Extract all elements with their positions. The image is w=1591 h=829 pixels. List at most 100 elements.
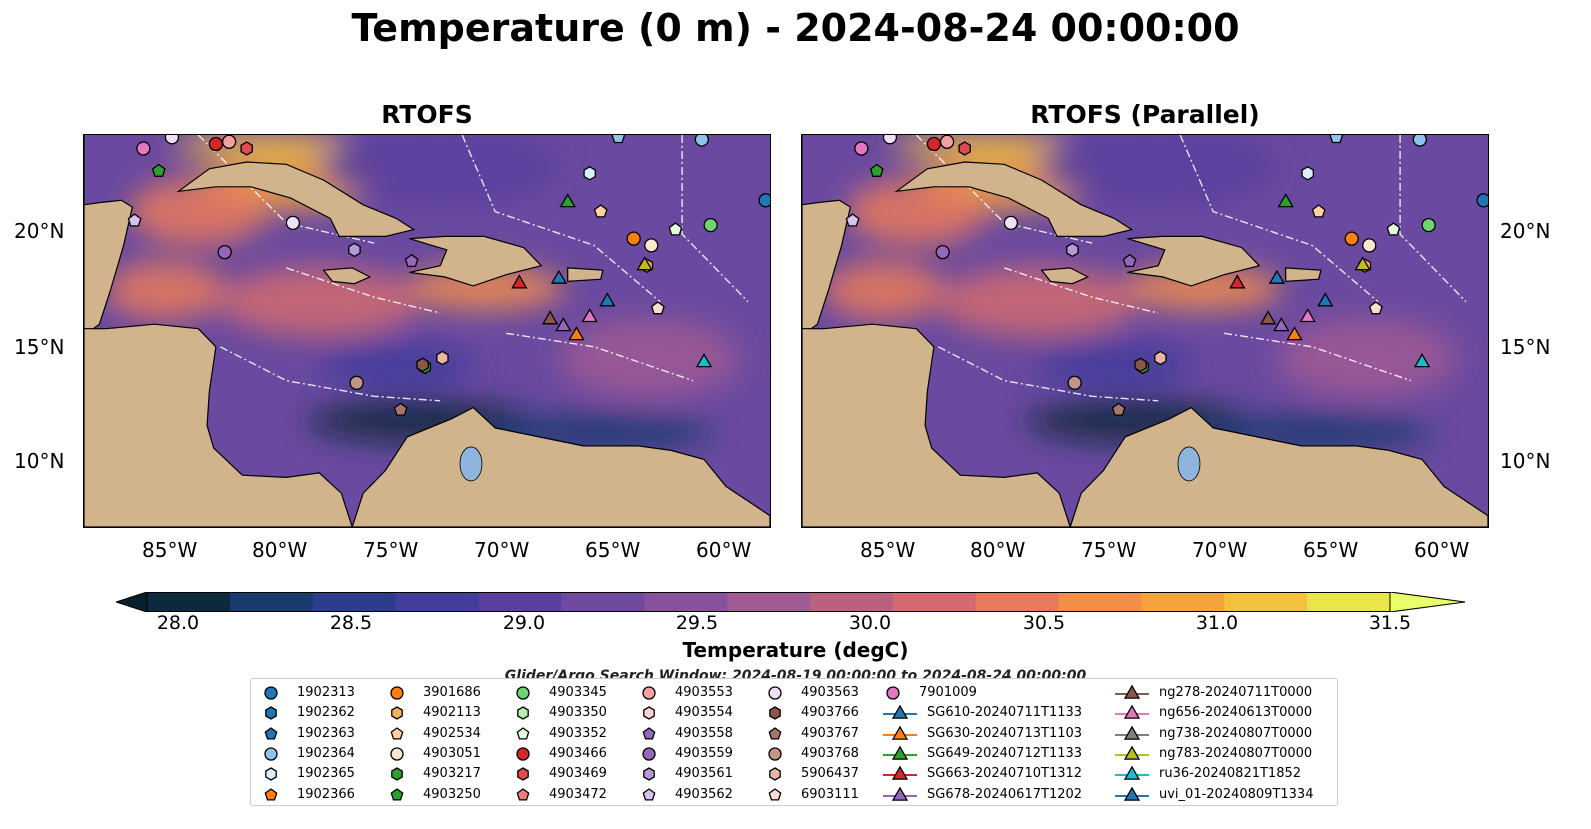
legend-marker-circle-icon: [516, 747, 530, 761]
rtofs-parallel-marker-8[interactable]: [1003, 215, 1019, 231]
rtofs-parallel-marker-13[interactable]: [1154, 350, 1167, 366]
rtofs-parallel-marker-24[interactable]: [1421, 217, 1436, 233]
rtofs-parallel-marker-20[interactable]: [1311, 204, 1326, 218]
legend-marker-circle-icon: [768, 747, 782, 761]
rtofs-marker-36[interactable]: [695, 353, 713, 368]
lat-tick-right-20: 20°N: [1500, 219, 1551, 243]
rtofs-marker-19[interactable]: [758, 193, 770, 208]
rtofs-marker-23[interactable]: [668, 222, 683, 236]
rtofs-parallel-marker-0[interactable]: [854, 141, 869, 156]
panel-title-left: RTOFS: [381, 100, 473, 129]
rtofs-marker-7[interactable]: [217, 244, 232, 260]
rtofs-marker-16[interactable]: [583, 166, 596, 181]
colorbar-tick-30.0: 30.0: [848, 612, 892, 634]
rtofs-marker-1[interactable]: [151, 163, 166, 177]
rtofs-parallel-marker-17[interactable]: [1329, 135, 1344, 144]
eez-boundary-line: [1179, 135, 1379, 303]
rtofs-marker-29[interactable]: [550, 269, 568, 284]
rtofs-marker-12[interactable]: [416, 357, 429, 373]
rtofs-parallel-marker-22[interactable]: [1362, 238, 1377, 253]
rtofs-parallel-marker-7[interactable]: [935, 244, 950, 260]
rtofs-marker-9[interactable]: [348, 242, 361, 258]
rtofs-parallel-marker-35[interactable]: [1286, 326, 1303, 341]
rtofs-marker-3[interactable]: [208, 136, 224, 152]
rtofs-parallel-marker-3[interactable]: [926, 136, 942, 152]
rtofs-marker-26[interactable]: [650, 301, 665, 315]
rtofs-marker-27[interactable]: [559, 193, 576, 208]
rtofs-parallel-marker-5[interactable]: [958, 141, 971, 156]
rtofs-parallel-marker-27[interactable]: [1277, 193, 1294, 208]
panel-title-right: RTOFS (Parallel): [1030, 100, 1260, 129]
colorbar-extend-low: [114, 591, 148, 613]
rtofs-parallel-marker-28[interactable]: [1229, 274, 1246, 289]
rtofs-parallel-marker-33[interactable]: [1259, 310, 1277, 325]
rtofs-marker-30[interactable]: [636, 256, 653, 271]
rtofs-parallel-marker-9[interactable]: [1066, 242, 1079, 258]
rtofs-marker-4[interactable]: [221, 135, 237, 149]
legend-label: 1902362: [297, 705, 355, 721]
rtofs-parallel-marker-10[interactable]: [1122, 253, 1137, 268]
rtofs-marker-28[interactable]: [511, 274, 528, 289]
rtofs-parallel-marker-26[interactable]: [1368, 301, 1383, 315]
colorbar-segment: [1307, 592, 1391, 612]
rtofs-parallel-marker-15[interactable]: [1111, 402, 1126, 416]
lon-tick-left-75: 75°W: [363, 538, 419, 562]
legend-marker-triangle-icon: [1123, 786, 1141, 801]
rtofs-marker-20[interactable]: [593, 204, 608, 218]
rtofs-parallel-marker-29[interactable]: [1268, 269, 1286, 284]
rtofs-parallel-marker-36[interactable]: [1413, 353, 1431, 368]
rtofs-marker-32[interactable]: [581, 308, 598, 323]
rtofs-marker-31[interactable]: [599, 292, 616, 307]
rtofs-marker-8[interactable]: [285, 215, 301, 231]
rtofs-marker-34[interactable]: [555, 317, 572, 332]
rtofs-parallel-marker-34[interactable]: [1273, 317, 1290, 332]
legend-label: SG663-20240710T1312: [927, 766, 1083, 782]
rtofs-marker-35[interactable]: [568, 326, 585, 341]
rtofs-parallel-marker-32[interactable]: [1299, 308, 1316, 323]
legend-label: 4903466: [549, 745, 607, 761]
colorbar-segment: [892, 592, 977, 612]
rtofs-parallel-marker-30[interactable]: [1354, 256, 1371, 271]
rtofs-marker-5[interactable]: [240, 141, 253, 156]
legend-label: 1902363: [297, 725, 355, 741]
rtofs-parallel-marker-18[interactable]: [1412, 135, 1427, 147]
rtofs-marker-10[interactable]: [404, 253, 419, 268]
rtofs-parallel-marker-16[interactable]: [1301, 166, 1314, 181]
rtofs-marker-13[interactable]: [436, 350, 449, 366]
legend-marker-pentagon-icon: [390, 726, 404, 740]
rtofs-marker-18[interactable]: [694, 135, 709, 147]
colorbar-segment: [727, 592, 811, 612]
rtofs-marker-17[interactable]: [611, 135, 626, 144]
rtofs-marker-21[interactable]: [626, 231, 641, 246]
figure-title: Temperature (0 m) - 2024-08-24 00:00:00: [351, 6, 1240, 50]
rtofs-parallel-marker-2[interactable]: [882, 135, 898, 145]
legend-label: 7901009: [919, 685, 977, 700]
rtofs-marker-33[interactable]: [541, 310, 559, 325]
rtofs-parallel-marker-19[interactable]: [1476, 193, 1488, 208]
rtofs-parallel-marker-14[interactable]: [1067, 375, 1082, 390]
rtofs-marker-2[interactable]: [164, 135, 180, 145]
rtofs-parallel-marker-1[interactable]: [869, 163, 884, 177]
map-panel-rtofs-parallel[interactable]: [801, 134, 1489, 528]
rtofs-marker-24[interactable]: [703, 217, 718, 233]
rtofs-parallel-marker-23[interactable]: [1386, 222, 1401, 236]
rtofs-marker-6[interactable]: [127, 213, 142, 227]
lon-tick-right-80: 80°W: [970, 538, 1026, 562]
rtofs-marker-14[interactable]: [349, 375, 364, 390]
rtofs-marker-15[interactable]: [393, 402, 408, 416]
rtofs-marker-22[interactable]: [644, 238, 659, 253]
rtofs-parallel-marker-12[interactable]: [1134, 357, 1147, 373]
rtofs-marker-0[interactable]: [136, 141, 151, 156]
colorbar-tick-31.0: 31.0: [1195, 612, 1239, 634]
south-america-land: [351, 406, 770, 527]
legend-marker-pentagon-icon: [642, 726, 656, 740]
rtofs-parallel-marker-31[interactable]: [1317, 292, 1334, 307]
rtofs-parallel-marker-21[interactable]: [1344, 231, 1359, 246]
colorbar-segment: [975, 592, 1060, 612]
legend-marker-hexagon-icon: [391, 706, 403, 721]
legend-marker-circle-icon: [642, 747, 656, 761]
map-panel-rtofs[interactable]: [83, 134, 771, 528]
rtofs-parallel-marker-6[interactable]: [845, 213, 860, 227]
colorbar-segment: [1058, 592, 1142, 612]
rtofs-parallel-marker-4[interactable]: [939, 135, 955, 149]
